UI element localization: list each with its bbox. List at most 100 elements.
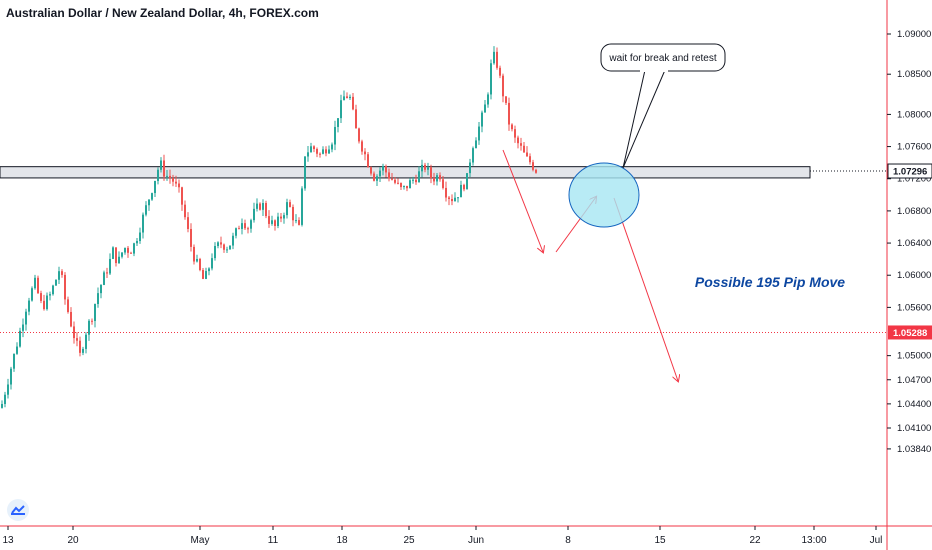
candle-body xyxy=(382,166,384,171)
candle-body xyxy=(427,167,429,170)
time-tick-label: 11 xyxy=(268,535,279,546)
candle-body xyxy=(244,223,246,229)
callout-text: wait for break and retest xyxy=(608,53,716,64)
candle-body xyxy=(433,177,435,182)
candle-body xyxy=(58,271,60,280)
candle-body xyxy=(31,288,33,301)
candle-body xyxy=(229,245,231,250)
price-tick-label: 1.06000 xyxy=(897,270,931,281)
candle-body xyxy=(160,160,162,170)
candle-body xyxy=(448,197,450,199)
time-tick-label: 20 xyxy=(67,535,79,546)
candle-body xyxy=(124,247,126,253)
candle-body xyxy=(328,149,330,154)
candle-body xyxy=(466,173,468,190)
candle-body xyxy=(247,228,249,230)
candle-body xyxy=(16,346,18,354)
candle-body xyxy=(145,205,147,215)
time-tick-label: May xyxy=(191,535,210,546)
candle-body xyxy=(442,179,444,188)
candle-body xyxy=(115,247,117,264)
candle-body xyxy=(241,223,243,229)
candle-body xyxy=(436,175,438,182)
candle-body xyxy=(325,149,327,154)
candle-body xyxy=(100,284,102,294)
candle-body xyxy=(517,137,519,144)
candle-body xyxy=(109,258,111,274)
candle-body xyxy=(10,368,12,385)
candle-body xyxy=(28,300,30,312)
candle-body xyxy=(187,217,189,229)
target-price-badge xyxy=(888,325,932,340)
candle-body xyxy=(397,182,399,184)
candle-body xyxy=(478,126,480,141)
candle-body xyxy=(469,162,471,174)
candle-body xyxy=(97,293,99,305)
candle-body xyxy=(526,152,528,157)
candle-body xyxy=(79,340,81,353)
candle-body xyxy=(226,249,228,251)
candle-body xyxy=(430,167,432,178)
candle-body xyxy=(451,198,453,202)
candle-body xyxy=(421,164,423,172)
time-tick-label: 18 xyxy=(336,535,348,546)
candle-body xyxy=(412,179,414,181)
candle-body xyxy=(211,258,213,269)
candle-body xyxy=(202,270,204,279)
candle-body xyxy=(400,183,402,188)
candle-body xyxy=(142,214,144,233)
candle-body xyxy=(280,216,282,219)
price-tick-label: 1.07200 xyxy=(897,174,931,185)
candle-body xyxy=(151,193,153,200)
retest-circle xyxy=(568,162,640,228)
candle-body xyxy=(274,220,276,227)
callout-pointer xyxy=(622,69,666,169)
candle-body xyxy=(184,204,186,218)
candle-body xyxy=(298,220,300,225)
time-tick-label: 13:00 xyxy=(801,535,826,546)
price-tick-label: 1.05600 xyxy=(897,302,931,313)
candle-body xyxy=(169,175,171,179)
current-price-label: 1.07296 xyxy=(893,167,927,178)
candle-body xyxy=(310,146,312,153)
candle-body xyxy=(532,162,534,170)
candle-body xyxy=(148,199,150,206)
tradingview-logo-icon[interactable] xyxy=(7,499,29,521)
candle-body xyxy=(388,172,390,179)
candle-body xyxy=(472,148,474,163)
candle-body xyxy=(424,164,426,170)
candle-body xyxy=(208,268,210,272)
candle-body xyxy=(217,242,219,247)
candle-body xyxy=(496,51,498,68)
candle-body xyxy=(505,96,507,103)
candle-body xyxy=(253,208,255,221)
candle-body xyxy=(214,246,216,259)
candle-body xyxy=(343,96,345,101)
candle-body xyxy=(103,272,105,285)
price-tick-label: 1.07600 xyxy=(897,142,931,153)
candle-body xyxy=(121,252,123,257)
candle-body xyxy=(415,179,417,183)
candle-body xyxy=(406,185,408,189)
candle-body xyxy=(487,94,489,105)
candle-body xyxy=(334,126,336,145)
candle-body xyxy=(34,277,36,289)
candle-body xyxy=(157,169,159,181)
candle-body xyxy=(4,394,6,404)
candle-body xyxy=(196,258,198,262)
price-tick-label: 1.06800 xyxy=(897,206,931,217)
candle-body xyxy=(331,144,333,150)
price-tick-label: 1.09000 xyxy=(897,29,931,40)
candle-body xyxy=(19,330,21,347)
candle-body xyxy=(61,271,63,275)
candle-body xyxy=(463,184,465,190)
candle-body xyxy=(73,326,75,339)
arrow-down-short xyxy=(502,149,543,252)
candle-body xyxy=(265,203,267,217)
candle-body xyxy=(205,271,207,279)
candle-body xyxy=(118,256,120,264)
candle-body xyxy=(94,304,96,321)
candle-body xyxy=(55,279,57,286)
candle-body xyxy=(301,188,303,225)
